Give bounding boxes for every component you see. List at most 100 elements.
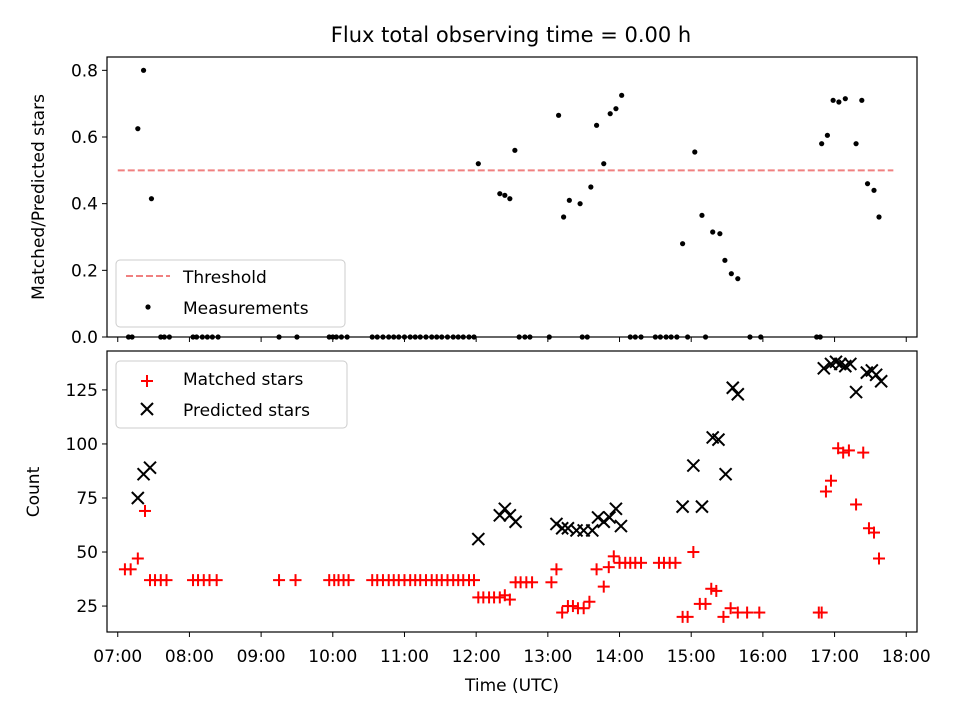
bottom-legend: Matched stars Predicted stars: [115, 360, 348, 429]
matched-star-point: [583, 595, 596, 608]
matched-star-point: [545, 576, 558, 589]
predicted-star-point: [498, 502, 512, 516]
legend-predicted-swatch: [140, 402, 154, 416]
matched-star-point: [138, 504, 151, 517]
measurement-point: [735, 276, 741, 282]
matched-star-point: [724, 602, 737, 615]
measurement-point: [561, 214, 567, 220]
matched-star-point: [669, 556, 682, 569]
matched-star-point: [705, 582, 718, 595]
matched-star-point: [550, 563, 563, 576]
matched-star-point: [526, 576, 539, 589]
bottom-y-tick-label: 125: [66, 381, 98, 401]
matched-star-point: [342, 574, 355, 587]
measurement-point: [722, 257, 728, 263]
predicted-star-point: [508, 515, 523, 529]
predicted-star-point: [829, 355, 843, 369]
matched-star-point: [289, 574, 302, 587]
predicted-star-point: [602, 510, 617, 525]
top-x-axis-ticks: [117, 337, 907, 342]
matched-star-point: [687, 546, 700, 559]
measurement-point: [842, 96, 848, 102]
bottom-y-tick-label: 25: [76, 597, 98, 617]
x-tick-label: 18:00: [882, 647, 931, 667]
matched-star-point: [717, 610, 730, 623]
bottom-panel-frame: [106, 350, 918, 633]
matched-star-point: [607, 550, 620, 563]
matched-star-point: [503, 593, 516, 606]
matched-star-point: [468, 574, 481, 587]
predicted-star-point: [686, 458, 701, 473]
matched-star-point: [819, 485, 832, 498]
x-tick-label: 13:00: [523, 647, 572, 667]
measurement-point: [512, 147, 518, 153]
top-legend: Threshold Measurements: [115, 259, 346, 328]
measurement-point: [566, 197, 572, 203]
matched-star-point: [741, 606, 754, 619]
measurement-point: [864, 181, 871, 187]
matched-star-point: [124, 563, 137, 576]
predicted-star-point: [143, 461, 157, 475]
measurement-point: [853, 141, 859, 147]
measurement-point: [728, 271, 734, 277]
predicted-star-point: [471, 532, 486, 546]
measurement-point: [619, 92, 625, 98]
matched-star-point: [873, 552, 886, 565]
matched-star-point: [681, 610, 694, 623]
measurement-point: [135, 126, 141, 132]
legend-matched-swatch: [141, 375, 153, 387]
predicted-star-point: [711, 432, 726, 447]
x-tick-label: 16:00: [738, 647, 787, 667]
measurement-point: [148, 196, 155, 202]
predicted-star-point: [585, 523, 599, 538]
legend-measurements-label: Measurements: [183, 299, 309, 319]
measurement-point: [555, 112, 562, 118]
predicted-star-point: [849, 385, 863, 399]
predicted-star-point: [493, 508, 507, 522]
bottom-x-axis: 07:00 08:00 09:00 10:00 11:00 12:00 13:00 14:00…: [93, 632, 931, 667]
predicted-star-point: [675, 499, 690, 514]
x-tick-label: 07:00: [93, 647, 142, 667]
top-y-tick-label: 0.0: [71, 328, 98, 348]
predicted-star-point: [731, 387, 745, 401]
predicted-star-point: [874, 374, 888, 388]
bottom-y-axis-label: Count: [24, 466, 44, 517]
measurement-point: [871, 187, 877, 193]
matched-star-point: [753, 606, 766, 619]
measurement-point: [699, 212, 705, 218]
measurement-point: [692, 149, 698, 155]
x-tick-label: 15:00: [667, 647, 716, 667]
legend-threshold-label: Threshold: [182, 268, 267, 288]
matched-star-point: [635, 556, 648, 569]
matched-star-point: [131, 552, 144, 565]
matched-star-point: [566, 600, 579, 613]
matched-star-point: [493, 591, 506, 604]
bottom-y-tick-label: 50: [76, 543, 98, 563]
measurement-point: [502, 192, 508, 198]
bottom-y-tick-label: 75: [76, 489, 98, 509]
measurement-point: [710, 229, 716, 235]
measurement-point: [613, 106, 619, 112]
matched-star-point: [602, 561, 615, 574]
measurement-point: [876, 214, 882, 220]
x-tick-label: 09:00: [237, 647, 286, 667]
x-tick-label: 17:00: [810, 647, 859, 667]
measurement-point: [507, 196, 513, 202]
top-y-tick-label: 0.2: [71, 261, 98, 281]
x-tick-label: 11:00: [380, 647, 429, 667]
predicted-star-point: [131, 491, 145, 505]
x-tick-label: 08:00: [165, 647, 214, 667]
measurement-point: [680, 241, 686, 247]
matched-star-point: [577, 602, 590, 615]
matched-star-point: [597, 580, 610, 593]
x-axis-label: Time (UTC): [464, 676, 559, 696]
predicted-star-point: [817, 361, 831, 375]
top-y-axis-label: Matched/Predicted stars: [29, 94, 49, 300]
legend-matched-label: Matched stars: [183, 370, 303, 390]
matched-star-point: [556, 606, 569, 619]
predicted-star-point: [695, 499, 709, 514]
x-tick-label: 14:00: [595, 647, 644, 667]
measurement-point: [824, 132, 830, 138]
